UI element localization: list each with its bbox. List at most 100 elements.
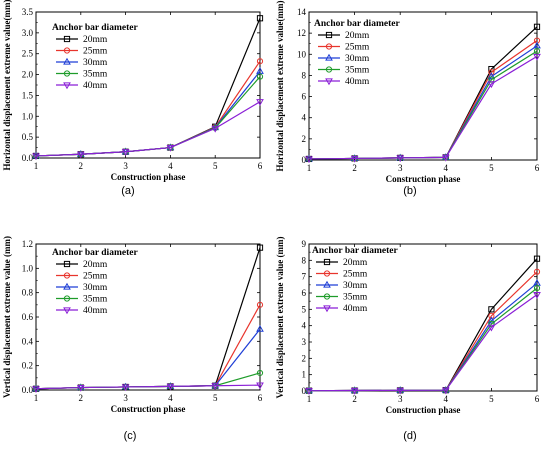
legend-entry-30mm: 30mm (83, 58, 108, 68)
data-point-40mm (441, 154, 450, 162)
y-tick-label: 3 (302, 337, 307, 347)
y-tick-label: 0.0 (22, 385, 34, 395)
data-point-40mm (76, 151, 85, 159)
series-line-40mm (308, 55, 538, 160)
panel-label: (b) (403, 185, 416, 197)
series-line-40mm (35, 101, 261, 157)
x-tick-label: 2 (352, 163, 357, 173)
series-line-40mm (35, 384, 261, 390)
data-point-40mm (533, 53, 541, 61)
legend-marker-40mm (63, 307, 71, 315)
y-tick-label: 4 (302, 113, 307, 123)
series-line-20mm (35, 247, 261, 390)
legend-entry-35mm: 35mm (345, 66, 370, 76)
x-axis-label: Construction phase (386, 174, 461, 184)
y-tick-label: 6 (302, 92, 307, 102)
data-point-30mm (487, 72, 496, 80)
legend-entry-40mm: 40mm (345, 77, 370, 87)
legend-entry-35mm: 35mm (343, 293, 368, 303)
legend-marker-35mm (63, 295, 71, 302)
data-point-25mm (533, 268, 541, 275)
data-point-25mm (488, 69, 495, 76)
y-tick-label: 0.6 (22, 312, 34, 322)
legend-entry-40mm: 40mm (343, 304, 368, 314)
data-point-30mm (533, 41, 541, 49)
y-tick-label: 4 (302, 321, 307, 331)
data-point-40mm (350, 155, 359, 163)
data-point-40mm (533, 292, 541, 299)
legend-entry-30mm: 30mm (83, 283, 108, 293)
legend-entry-25mm: 25mm (345, 43, 370, 53)
x-tick-label: 4 (444, 394, 449, 404)
legend-title: Anchor bar diameter (52, 248, 138, 258)
chart-panel-c: 0.0 0.2 0.4 0.6 0.8 1.0 1.2 1 2 3 4 5 6 Construction … (2, 236, 264, 442)
data-point-40mm (32, 386, 40, 393)
data-point-40mm (396, 155, 405, 163)
panel-label: (d) (403, 430, 416, 442)
y-tick-label: 2 (302, 134, 307, 144)
x-axis-label: Construction phase (111, 172, 186, 182)
data-point-40mm (121, 384, 130, 392)
x-tick-label: 1 (34, 393, 39, 403)
legend-entry-20mm: 20mm (83, 260, 108, 270)
y-tick-label: 3.0 (22, 28, 34, 38)
y-axis-label: Vertical displacement extreme value (mm) (2, 236, 12, 398)
data-point-40mm (211, 125, 220, 133)
y-tick-label: 0.4 (22, 336, 34, 346)
series-line-25mm (35, 60, 261, 157)
series-line-30mm (308, 45, 538, 160)
legend-entry-20mm: 20mm (345, 31, 370, 41)
y-tick-label: 8 (302, 255, 307, 265)
y-tick-label: 1 (302, 370, 307, 380)
data-point-40mm (487, 81, 496, 89)
legend-entry-40mm: 40mm (83, 306, 108, 316)
y-tick-label: 9 (302, 239, 307, 249)
x-tick-label: 5 (213, 161, 218, 171)
panel-label: (a) (121, 185, 134, 197)
data-point-35mm (256, 73, 264, 80)
data-point-30mm (256, 324, 264, 332)
legend-entry-20mm: 20mm (343, 258, 368, 268)
y-tick-label: 2.0 (22, 70, 34, 80)
data-point-40mm (396, 387, 405, 395)
x-tick-label: 4 (168, 393, 173, 403)
data-point-40mm (305, 156, 313, 164)
x-tick-label: 1 (34, 161, 39, 171)
legend-title: Anchor bar diameter (312, 246, 398, 256)
data-point-20mm (256, 244, 264, 251)
x-tick-label: 6 (258, 161, 263, 171)
y-axis-label: Vertical displacement extreme value (mm) (275, 237, 285, 399)
y-tick-label: 0.5 (22, 132, 34, 142)
y-tick-label: 2 (302, 353, 307, 363)
legend-marker-30mm (63, 57, 71, 65)
data-point-25mm (256, 58, 264, 65)
y-tick-label: 10 (297, 49, 307, 59)
y-tick-label: 0.0 (22, 153, 34, 163)
y-tick-label: 0.8 (22, 288, 34, 298)
data-point-20mm (256, 15, 264, 22)
legend-marker-40mm (323, 305, 331, 313)
y-tick-label: 7 (302, 272, 307, 282)
y-tick-label: 0 (302, 386, 307, 396)
legend-entry-35mm: 35mm (83, 70, 108, 80)
y-tick-label: 3.5 (22, 7, 34, 17)
y-tick-label: 14 (297, 7, 307, 17)
legend-entry-30mm: 30mm (345, 54, 370, 64)
data-point-40mm (166, 144, 175, 152)
x-tick-label: 3 (123, 393, 128, 403)
legend-title: Anchor bar diameter (314, 19, 400, 29)
y-tick-label: 5 (302, 304, 307, 314)
legend-marker-25mm (323, 270, 331, 277)
x-tick-label: 6 (535, 394, 540, 404)
x-tick-label: 1 (307, 394, 312, 404)
series-line-30mm (35, 328, 261, 390)
legend-marker-20mm (325, 31, 333, 39)
x-tick-label: 3 (398, 394, 403, 404)
legend-title: Anchor bar diameter (52, 23, 138, 33)
data-point-40mm (487, 324, 496, 332)
